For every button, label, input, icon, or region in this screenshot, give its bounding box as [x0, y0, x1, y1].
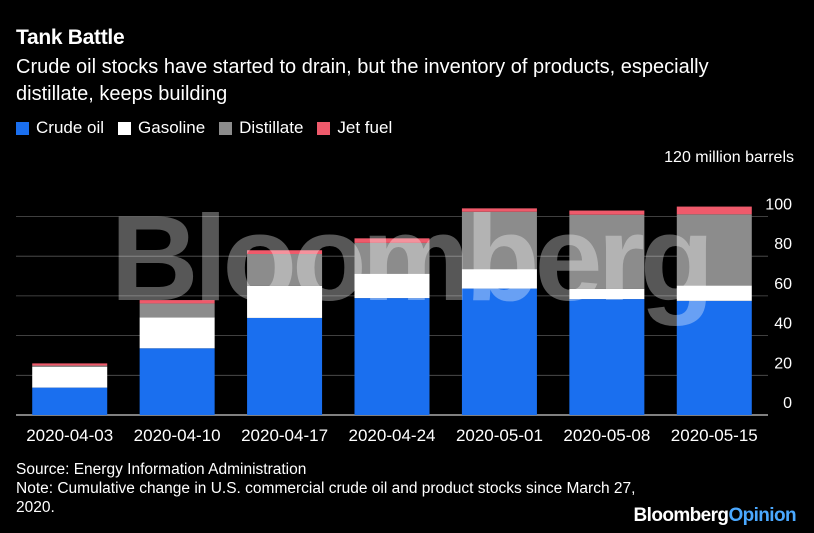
x-tick-label: 2020-04-10	[134, 426, 221, 445]
bar-gasoline-2020-04-03	[32, 366, 108, 388]
bar-gasoline-2020-05-08	[569, 288, 645, 300]
x-tick-label: 2020-04-24	[349, 426, 436, 445]
bar-jet-fuel-2020-04-24	[354, 238, 430, 243]
legend-label-jet-fuel: Jet fuel	[337, 118, 393, 137]
footer: Source: Energy Information Administratio…	[16, 460, 636, 517]
brand-part-bloomberg: Bloomberg	[633, 505, 729, 526]
bar-jet-fuel-2020-05-15	[676, 206, 752, 215]
x-tick-label: 2020-05-01	[456, 426, 543, 445]
legend: Crude oil Gasoline Distillate Jet fuel	[16, 118, 406, 138]
bar-distillate-2020-04-17	[247, 254, 323, 286]
bar-crude-oil-2020-04-03	[32, 387, 108, 415]
bar-gasoline-2020-04-10	[139, 317, 215, 349]
bar-jet-fuel-2020-04-03	[32, 363, 108, 366]
y-tick-label: 60	[774, 276, 792, 293]
legend-label-distillate: Distillate	[239, 118, 304, 137]
bar-jet-fuel-2020-05-01	[461, 208, 537, 212]
brand-part-opinion: Opinion	[728, 505, 796, 526]
bar-distillate-2020-04-24	[354, 242, 430, 274]
bar-gasoline-2020-04-17	[247, 285, 323, 318]
legend-swatch-crude-oil	[16, 121, 29, 135]
bar-distillate-2020-05-08	[569, 214, 645, 289]
bloomberg-watermark: Bloomberg	[111, 190, 710, 326]
bar-gasoline-2020-05-01	[461, 269, 537, 289]
legend-swatch-distillate	[219, 121, 233, 135]
x-tick-label: 2020-04-03	[26, 426, 113, 445]
y-tick-label: 80	[774, 236, 792, 253]
bloomberg-opinion-logo: BloombergOpinion	[633, 505, 797, 527]
source-text: Source: Energy Information Administratio…	[16, 461, 307, 478]
bar-crude-oil-2020-05-08	[569, 299, 645, 415]
y-tick-label: 0	[783, 395, 792, 412]
bar-distillate-2020-04-03	[32, 365, 108, 367]
legend-item-jet-fuel: Jet fuel	[317, 118, 392, 138]
bar-jet-fuel-2020-04-17	[247, 250, 323, 255]
y-axis-unit-label: 120 million barrels	[664, 149, 794, 166]
x-tick-label: 2020-05-15	[671, 426, 758, 445]
bar-crude-oil-2020-04-10	[139, 348, 215, 415]
note-text: Note: Cumulative change in U.S. commerci…	[16, 480, 636, 516]
x-tick-label: 2020-04-17	[241, 426, 328, 445]
bar-crude-oil-2020-05-01	[461, 288, 537, 415]
bar-crude-oil-2020-05-15	[676, 300, 752, 415]
bar-gasoline-2020-05-15	[676, 285, 752, 301]
chart-title: Tank Battle	[16, 26, 125, 49]
legend-item-crude-oil: Crude oil	[16, 118, 104, 138]
bar-jet-fuel-2020-04-10	[139, 300, 215, 304]
legend-swatch-jet-fuel	[317, 121, 331, 135]
bar-jet-fuel-2020-05-08	[569, 210, 645, 215]
legend-item-distillate: Distillate	[219, 118, 303, 138]
bar-crude-oil-2020-04-24	[354, 298, 430, 415]
bar-distillate-2020-04-10	[139, 303, 215, 318]
legend-label-gasoline: Gasoline	[138, 118, 206, 137]
y-tick-label: 40	[774, 316, 792, 333]
bar-distillate-2020-05-01	[461, 211, 537, 270]
legend-label-crude-oil: Crude oil	[36, 118, 105, 137]
y-tick-label: 100	[765, 197, 792, 214]
bar-distillate-2020-05-15	[676, 214, 752, 286]
legend-item-gasoline: Gasoline	[118, 118, 205, 138]
bar-gasoline-2020-04-24	[354, 273, 430, 299]
y-tick-label: 20	[774, 355, 792, 372]
x-tick-label: 2020-05-08	[563, 426, 650, 445]
chart-subtitle: Crude oil stocks have started to drain, …	[16, 56, 709, 105]
bar-crude-oil-2020-04-17	[247, 317, 323, 415]
legend-swatch-gasoline	[118, 121, 132, 135]
